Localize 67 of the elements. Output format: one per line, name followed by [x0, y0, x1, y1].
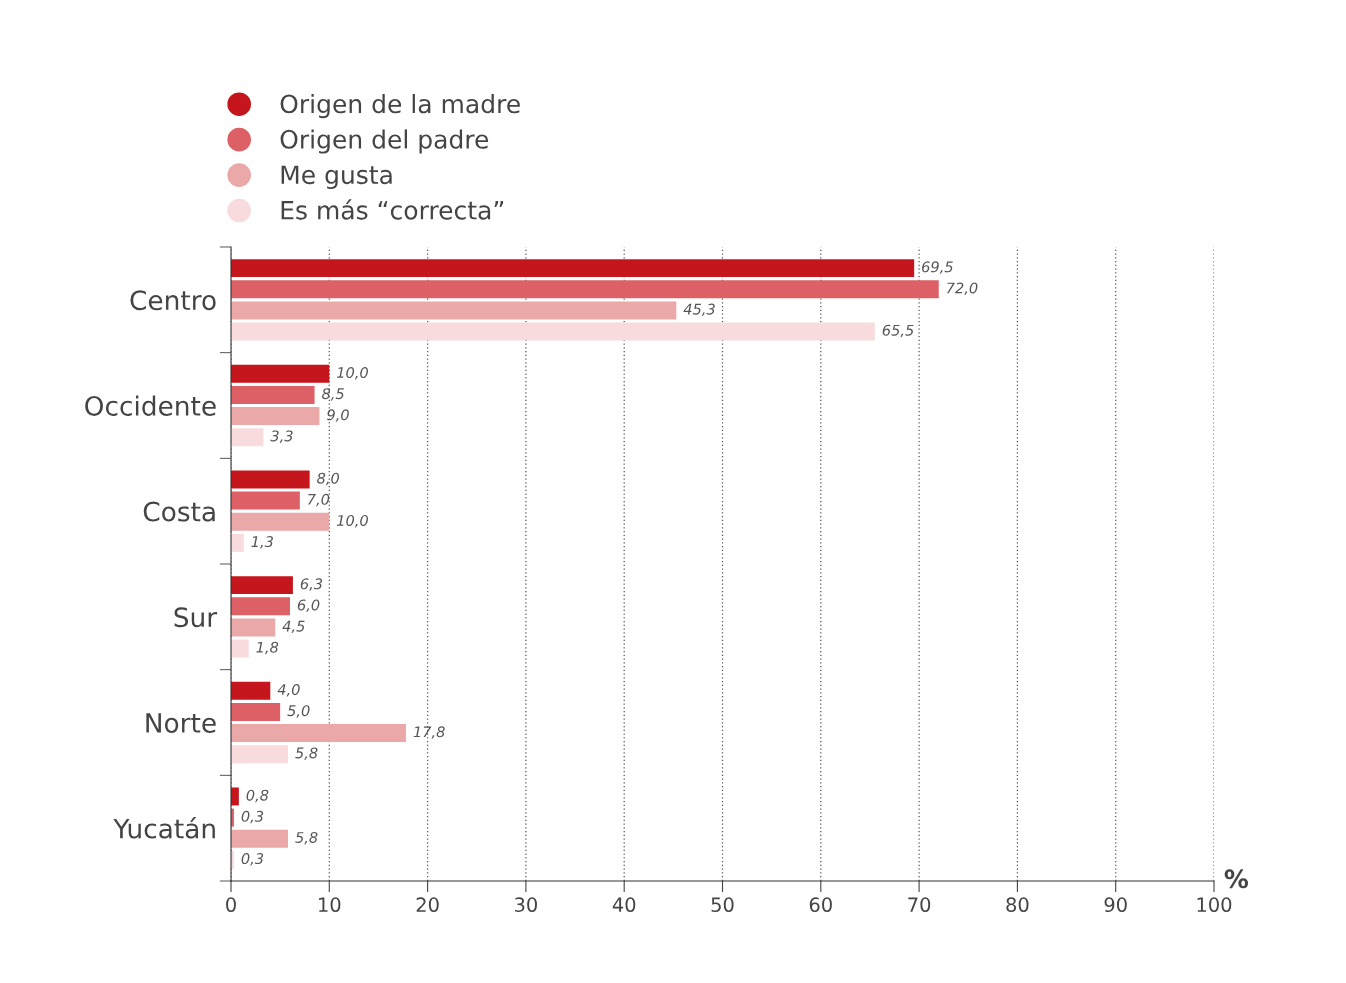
- bar: [231, 301, 677, 320]
- bar: [231, 322, 875, 341]
- legend-label: Origen de la madre: [280, 93, 520, 119]
- data-label: 6,0: [297, 599, 320, 612]
- bar: [231, 407, 320, 426]
- data-label: 65,5: [882, 324, 914, 338]
- data-label: 1,8: [256, 641, 279, 655]
- data-label: 3,3: [270, 430, 293, 443]
- bar: [231, 364, 330, 383]
- data-label: 4,0: [277, 684, 300, 697]
- x-tick-label: 40: [612, 897, 636, 913]
- data-label: 0,3: [241, 810, 264, 824]
- data-label: 5,8: [295, 831, 318, 845]
- legend-label: Es más “correcta”: [281, 199, 504, 220]
- data-label: 5,8: [295, 747, 318, 760]
- data-label: 8,0: [317, 472, 340, 486]
- bar: [231, 512, 330, 531]
- data-label: 1,3: [251, 536, 273, 549]
- data-label: 4,5: [282, 620, 305, 634]
- data-label: 17,8: [413, 726, 445, 739]
- x-tick-label: 50: [711, 897, 734, 913]
- data-label: 8,5: [321, 388, 344, 401]
- bar: [231, 639, 249, 658]
- x-tick-label: 70: [908, 897, 931, 913]
- bar: [231, 724, 406, 743]
- data-label: 72,0: [947, 282, 978, 295]
- bar: [231, 259, 915, 278]
- x-tick-label: 0: [226, 897, 236, 913]
- data-label: 10,0: [336, 514, 368, 528]
- x-tick-label: 80: [1006, 897, 1029, 913]
- y-tick-label: Yucatán: [113, 817, 215, 839]
- bar: [231, 597, 290, 616]
- data-label: 5,0: [287, 705, 310, 718]
- bar: [231, 280, 939, 299]
- bar: [231, 533, 244, 552]
- y-tick-label: Sur: [174, 607, 218, 628]
- x-tick-label: 90: [1104, 897, 1127, 913]
- x-tick-label: 10: [319, 897, 341, 913]
- x-tick-label: 20: [416, 897, 439, 913]
- bar: [231, 385, 315, 404]
- data-label: 0,3: [241, 853, 264, 866]
- x-tick-label: 60: [809, 897, 832, 913]
- y-tick-label: Costa: [143, 501, 215, 522]
- bar: [231, 470, 310, 489]
- data-label: 9,0: [327, 409, 349, 422]
- y-tick-label: Occidente: [85, 395, 216, 416]
- bar: [231, 428, 264, 447]
- legend-label: Origen del padre: [280, 129, 489, 154]
- x-axis-title: %: [1224, 869, 1249, 889]
- bar: [231, 745, 289, 764]
- bar: [231, 681, 271, 700]
- legend-label: Me gusta: [281, 165, 392, 190]
- bar: [231, 491, 300, 510]
- bar: [231, 618, 276, 637]
- data-label: 69,5: [922, 261, 953, 274]
- data-label: 7,0: [308, 493, 330, 507]
- data-label: 0,8: [246, 789, 269, 803]
- data-label: 10,0: [336, 367, 368, 380]
- x-tick-label: 100: [1197, 897, 1232, 913]
- data-label: 45,3: [683, 303, 715, 317]
- bar: [231, 576, 293, 595]
- x-tick-label: 30: [515, 897, 537, 913]
- bar: [231, 829, 289, 848]
- y-tick-label: Centro: [130, 290, 216, 311]
- bar: [231, 702, 281, 721]
- data-label: 6,3: [300, 578, 323, 591]
- y-tick-label: Norte: [146, 713, 216, 733]
